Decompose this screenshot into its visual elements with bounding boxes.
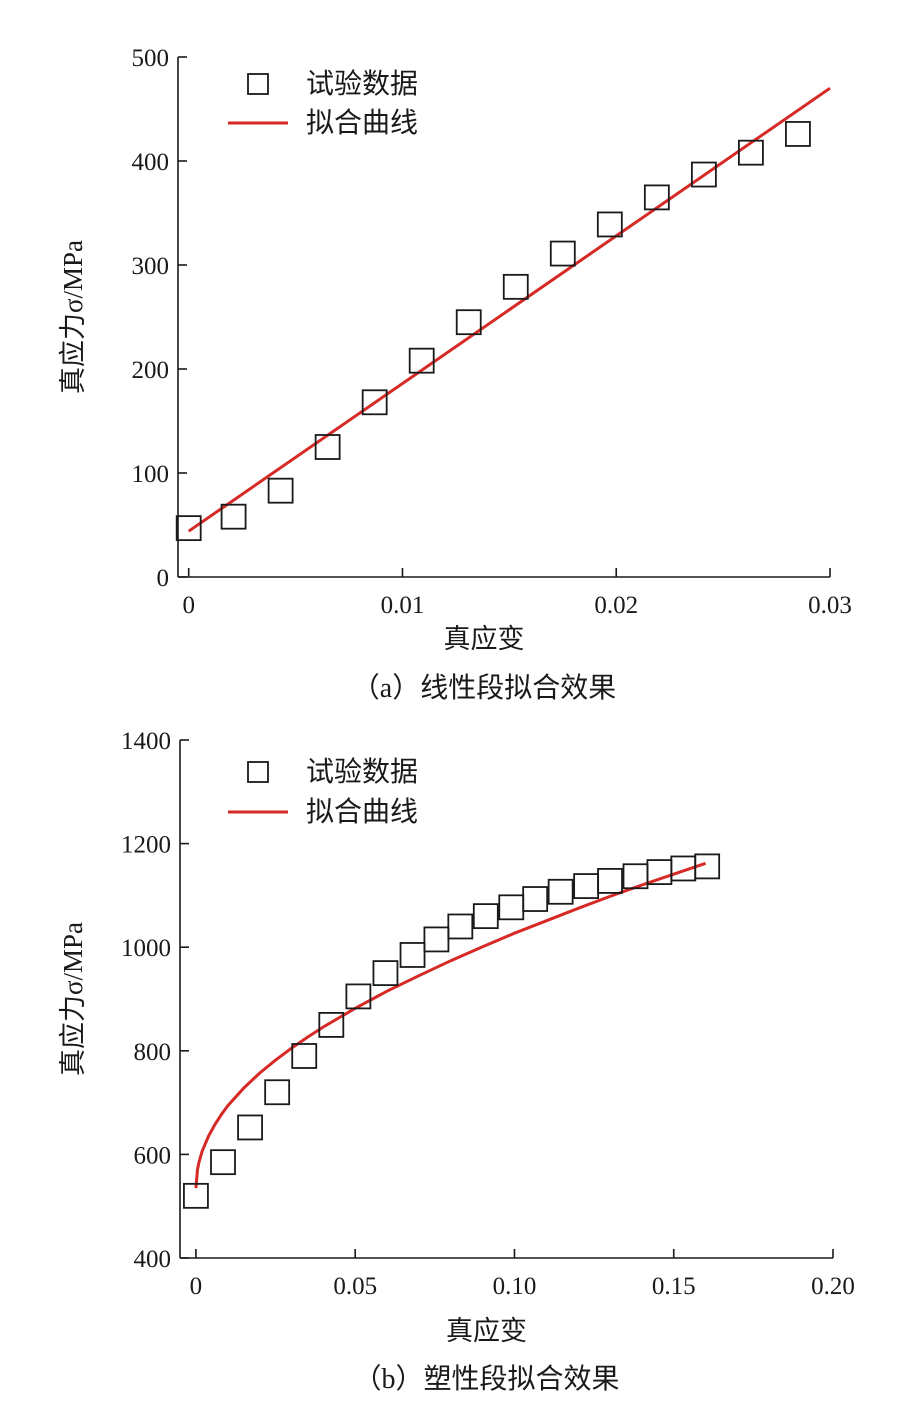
chart-b-fit-lines [194,861,707,1189]
chart-a-data-point [596,211,623,238]
chart-b-y-tick-label: 1000 [121,935,171,962]
chart-b-x-tick-label: 0.05 [333,1273,377,1300]
chart-a-data-point [361,389,388,416]
chart-b-data-point [472,903,499,930]
chart-b-x-tick-label: 0 [190,1273,203,1300]
chart-b-y-tick-label: 400 [134,1246,172,1273]
chart-a-data-point [175,515,202,542]
chart-a-x-tick-label: 0.01 [381,592,425,619]
chart-a-legend-label-fit: 拟合曲线 [306,107,418,139]
chart-b-y-tick-label: 800 [134,1039,172,1066]
chart-b-y-tick-label: 600 [134,1142,172,1169]
chart-b-legend-label-fit: 拟合曲线 [306,796,418,828]
chart-b-data-point [318,1012,345,1038]
chart-a-data-point [220,503,247,530]
chart-a-data-point [314,434,341,460]
chart-b-y-tick-label: 1400 [121,728,171,755]
chart-a-y-axis-title: 真应力σ/MPa [58,240,88,394]
chart-a-legend-marker [247,73,269,95]
chart-a-legend-label-data: 试验数据 [306,68,418,100]
chart-b-data-point [522,886,549,912]
chart-b-data-point [597,867,623,894]
chart-a-y-tick-label: 200 [132,357,170,384]
chart-a-data-point [643,184,670,211]
chart-b-data-point [399,942,426,968]
chart-a-x-tick-label: 0.02 [594,592,638,619]
chart-b-data-point [372,960,399,986]
chart-a-data-point [785,121,811,147]
chart-a-data-point [502,273,529,300]
chart-a-y-tick-label: 100 [132,461,170,488]
chart-b-data-point [183,1182,209,1209]
chart-a-data-point [455,309,482,336]
chart-a-x-tick-label: 0.03 [808,592,852,619]
chart-a-y-tick-label: 400 [132,149,170,176]
chart-b-data-point [210,1149,236,1176]
chart-a-y-tick-label: 300 [132,253,170,280]
chart-b-legend-label-data: 试验数据 [306,756,418,788]
chart-a-axes: 0 100 200 300 400 500 0 0.01 0.02 0.03 [132,45,852,619]
chart-a-x-tick-label: 0 [182,592,195,619]
chart-b-y-tick-label: 1200 [121,832,171,859]
chart-b-data-point [423,926,450,953]
chart-b-markers [183,853,721,1209]
chart-b-data-point [573,873,600,899]
chart-b-x-tick-label: 0.10 [493,1273,537,1300]
chart-a-y-tick-label: 0 [157,565,170,592]
chart-b-caption: （b）塑性段拟合效果 [353,1363,619,1395]
chart-b-data-point [264,1079,291,1106]
chart-a-markers [175,121,811,542]
chart-a-data-point [267,477,294,504]
chart-b-data-point [237,1114,263,1141]
chart-b-x-tick-label: 0.20 [811,1273,855,1300]
chart-a-data-point [738,139,764,166]
chart-a-data-point [408,347,435,374]
chart-b-data-point [447,913,474,940]
chart-b-axes: 400 600 800 1000 1200 1400 0 0.05 0.10 0.15 0.20 [121,728,855,1300]
chart-a-fit-curve [187,86,831,533]
chart-a-y-tick-label: 500 [132,45,170,72]
chart-b-data-point [345,983,372,1010]
chart-a-data-point [690,161,717,188]
chart-a-caption: （a）线性段拟合效果 [352,672,616,704]
chart-a-fit-lines [187,86,831,533]
chart-b-legend-marker [247,761,269,783]
chart-b-x-axis-title: 真应变 [446,1316,527,1346]
chart-b-data-point [291,1043,318,1069]
chart-a-x-axis-title: 真应变 [444,624,525,654]
chart-b-data-point [694,853,721,880]
chart-b-x-tick-label: 0.15 [652,1273,696,1300]
chart-b-fit-curve [194,861,707,1189]
chart-a-data-point [549,240,576,267]
chart-b-data-point [498,894,525,921]
chart-b-data-point [547,878,574,905]
chart-b: 400 600 800 1000 1200 1400 0 0.05 0.10 0.15 0.20 试… [58,728,855,1395]
chart-b-y-axis-title: 真应力σ/MPa [58,922,88,1076]
